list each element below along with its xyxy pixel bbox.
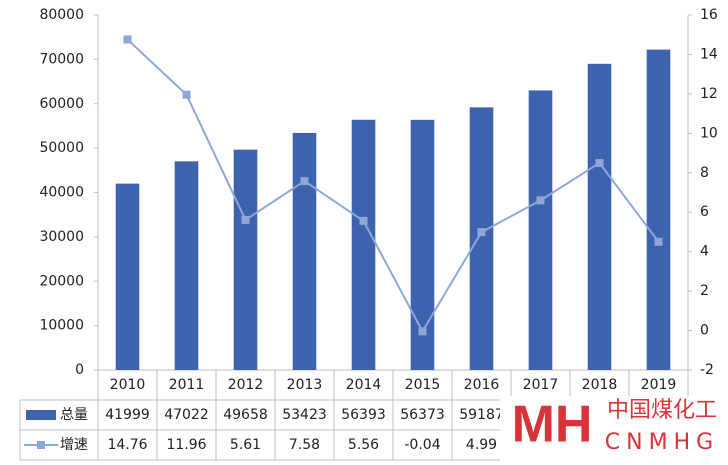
y-tick-label: 30000	[39, 229, 84, 245]
line-marker	[536, 196, 545, 205]
watermark-code: CNMHG	[605, 430, 719, 455]
bar	[587, 63, 612, 370]
x-tick-label: 2011	[169, 377, 205, 393]
line-marker	[654, 237, 663, 246]
table-value: 49658	[223, 407, 268, 423]
y-tick-label: 0	[75, 362, 84, 378]
bar	[351, 119, 376, 370]
bar	[233, 149, 258, 370]
watermark-bg	[500, 396, 728, 465]
bar	[115, 183, 140, 370]
legend-swatch	[37, 441, 45, 449]
x-tick-label: 2010	[110, 377, 146, 393]
line	[126, 38, 660, 334]
line-marker	[418, 327, 427, 336]
bar	[646, 49, 671, 371]
bar	[469, 107, 494, 370]
y-tick-label: 70000	[39, 51, 84, 67]
y-tick-label: 80000	[39, 7, 84, 23]
y2-tick-label: 0	[700, 323, 709, 339]
y2-tick-label: 14	[700, 46, 718, 62]
line-marker	[300, 177, 309, 186]
watermark: MH 中国煤化工 CNMHG	[500, 396, 728, 465]
y2-tick-label: 8	[700, 165, 709, 181]
table-value: 47022	[164, 407, 209, 423]
table-value: 59187	[459, 407, 504, 423]
x-tick-label: 2014	[346, 377, 382, 393]
table-value: 41999	[105, 407, 150, 423]
y2-tick-label: 10	[700, 125, 718, 141]
x-tick-label: 2016	[464, 377, 500, 393]
table-value: 56393	[341, 407, 386, 423]
watermark-mark: MH	[512, 396, 593, 454]
line-marker	[595, 158, 604, 167]
table-value: 7.58	[289, 437, 320, 453]
x-tick-label: 2013	[287, 377, 323, 393]
y2-tick-label: 2	[700, 283, 709, 299]
bar	[410, 119, 435, 370]
table-value: 4.99	[466, 437, 497, 453]
x-tick-label: 2018	[582, 377, 618, 393]
y-tick-label: 60000	[39, 96, 84, 112]
y-tick-label: 50000	[39, 140, 84, 156]
y2-tick-label: 16	[700, 7, 718, 23]
table-value: 5.61	[230, 437, 261, 453]
x-tick-label: 2017	[523, 377, 559, 393]
watermark-name: 中国煤化工	[607, 398, 717, 423]
y2-tick-label: 4	[700, 244, 709, 260]
y2-tick-label: -2	[700, 362, 714, 378]
line-marker	[477, 228, 486, 237]
x-tick-label: 2012	[228, 377, 264, 393]
legend-label: 总量	[60, 407, 88, 423]
legend-swatch	[26, 410, 56, 420]
y2-tick-label: 6	[700, 204, 709, 220]
bar	[528, 90, 553, 370]
legend-label: 增速	[60, 437, 88, 453]
table-value: 56373	[400, 407, 445, 423]
table-value: 5.56	[348, 437, 379, 453]
bar	[174, 161, 199, 370]
line-marker	[182, 90, 191, 99]
bar	[292, 132, 317, 370]
x-tick-label: 2015	[405, 377, 441, 393]
line-marker	[123, 35, 132, 44]
y-tick-label: 40000	[39, 185, 84, 201]
table-value: 14.76	[107, 437, 147, 453]
x-tick-label: 2019	[641, 377, 677, 393]
y-tick-label: 20000	[39, 273, 84, 289]
table-value: 53423	[282, 407, 327, 423]
line-marker	[359, 216, 368, 225]
y-tick-label: 10000	[39, 318, 84, 334]
table-value: 11.96	[166, 437, 206, 453]
line-marker	[241, 215, 250, 224]
table-value: -0.04	[404, 437, 440, 453]
y2-tick-label: 12	[700, 86, 718, 102]
